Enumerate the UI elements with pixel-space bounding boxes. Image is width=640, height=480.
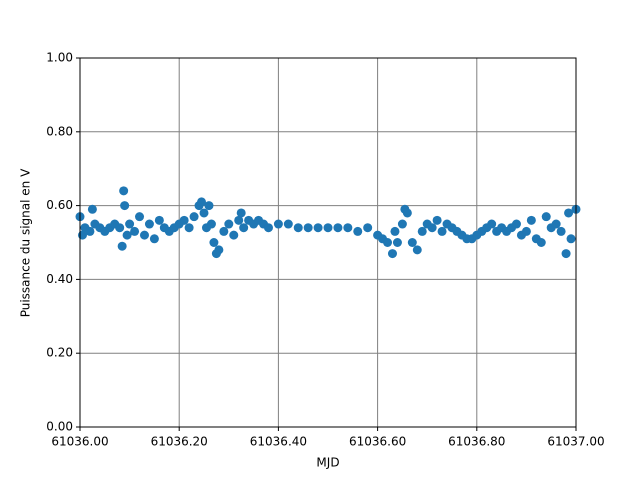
point bbox=[437, 226, 447, 236]
point bbox=[144, 219, 154, 229]
point bbox=[511, 219, 521, 229]
point bbox=[343, 223, 353, 233]
point bbox=[214, 245, 224, 255]
point bbox=[387, 249, 397, 259]
y-axis-label: Puissance du signal en V bbox=[19, 168, 33, 317]
point bbox=[229, 230, 239, 240]
point bbox=[313, 223, 323, 233]
point bbox=[551, 219, 561, 229]
point bbox=[293, 223, 303, 233]
point bbox=[390, 226, 400, 236]
plot-frame bbox=[79, 57, 577, 428]
point bbox=[363, 223, 373, 233]
point bbox=[432, 215, 442, 225]
point bbox=[204, 201, 214, 211]
point bbox=[561, 249, 571, 259]
y-tick-label: 0.20 bbox=[46, 346, 73, 360]
point bbox=[263, 223, 273, 233]
point bbox=[392, 238, 402, 247]
y-tick-label: 1.00 bbox=[46, 51, 73, 65]
point bbox=[149, 234, 159, 244]
point bbox=[154, 215, 164, 225]
point bbox=[189, 212, 199, 222]
x-tick-label: 61037.00 bbox=[547, 435, 604, 449]
point bbox=[541, 212, 551, 222]
point bbox=[487, 219, 497, 229]
x-tick-label: 61036.20 bbox=[151, 435, 208, 449]
point bbox=[303, 223, 313, 233]
point bbox=[206, 219, 216, 229]
point bbox=[353, 226, 363, 236]
point bbox=[236, 208, 246, 218]
point bbox=[179, 215, 189, 225]
point bbox=[120, 201, 130, 211]
x-tick-label: 61036.60 bbox=[349, 435, 406, 449]
point bbox=[417, 226, 427, 236]
point bbox=[564, 208, 574, 218]
point bbox=[125, 219, 135, 229]
point bbox=[526, 215, 536, 225]
x-tick-label: 61036.40 bbox=[250, 435, 307, 449]
point bbox=[135, 212, 145, 222]
y-tick-label: 0.80 bbox=[46, 124, 73, 138]
x-tick-label: 61036.00 bbox=[51, 435, 108, 449]
point bbox=[556, 226, 566, 236]
point bbox=[402, 208, 412, 218]
point bbox=[184, 223, 194, 233]
x-tick-label: 61036.80 bbox=[448, 435, 505, 449]
point bbox=[536, 238, 546, 247]
point bbox=[323, 223, 333, 233]
point bbox=[139, 230, 149, 240]
x-axis-label: MJD bbox=[316, 456, 339, 470]
point bbox=[224, 219, 234, 229]
point bbox=[117, 241, 127, 251]
point bbox=[239, 223, 249, 233]
y-tick-label: 0.40 bbox=[46, 272, 73, 286]
point bbox=[407, 238, 417, 247]
point bbox=[383, 238, 393, 247]
y-tick-label: 0.60 bbox=[46, 198, 73, 212]
point bbox=[197, 197, 207, 207]
point bbox=[566, 234, 576, 244]
point bbox=[85, 226, 95, 236]
point bbox=[119, 186, 129, 196]
point bbox=[199, 208, 209, 218]
point bbox=[219, 226, 229, 236]
point bbox=[427, 223, 437, 233]
point bbox=[521, 226, 531, 236]
point bbox=[283, 219, 293, 229]
point bbox=[273, 219, 283, 229]
point bbox=[115, 223, 125, 233]
point bbox=[122, 230, 132, 240]
y-tick-label: 0.00 bbox=[46, 420, 73, 434]
point bbox=[333, 223, 343, 233]
point bbox=[397, 219, 407, 229]
point bbox=[130, 226, 140, 236]
point bbox=[209, 238, 219, 247]
point bbox=[412, 245, 422, 255]
point bbox=[234, 215, 244, 225]
point bbox=[87, 204, 97, 214]
